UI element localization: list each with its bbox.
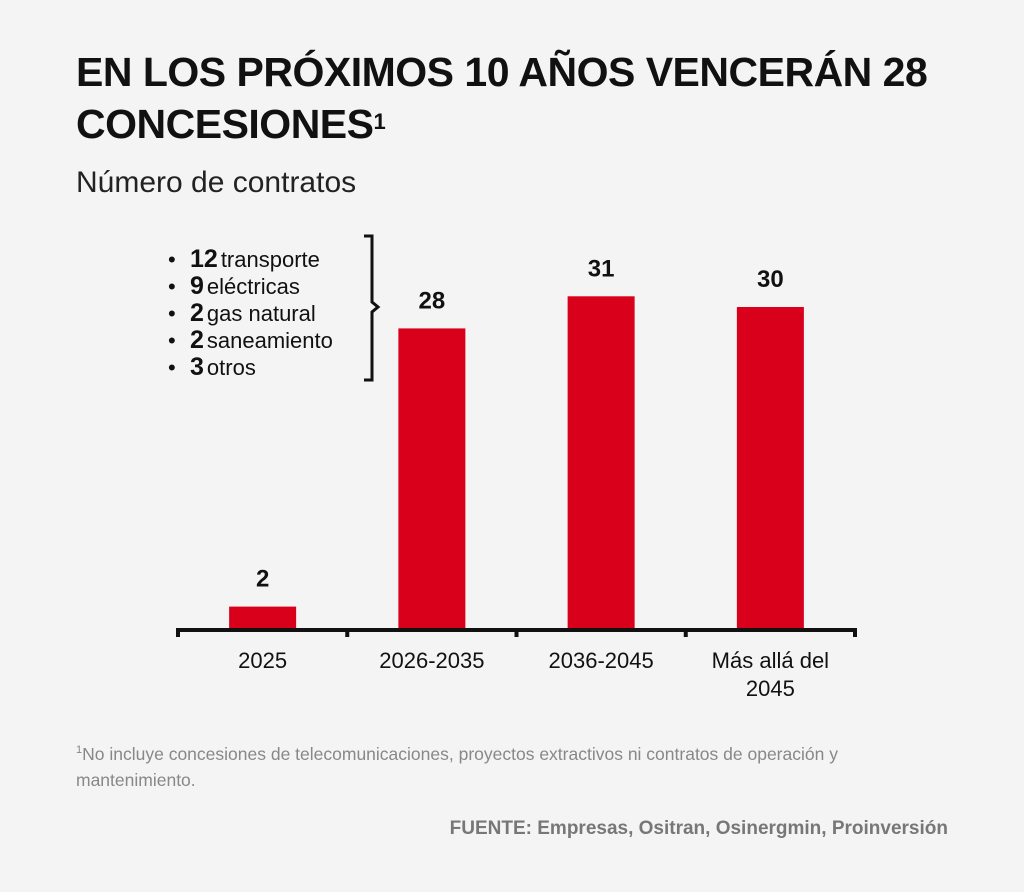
breakdown-label: saneamiento: [206, 328, 333, 353]
bar: [736, 307, 804, 628]
breakdown-count: 3: [190, 353, 204, 381]
breakdown-item: • 2 saneamiento: [168, 327, 333, 354]
breakdown-list: • 12 transporte • 9 eléctricas • 2 gas natural…: [168, 246, 333, 381]
breakdown-item: • 12 transporte: [168, 246, 333, 273]
chart-subtitle: Número de contratos: [76, 166, 357, 199]
bar: [567, 296, 635, 628]
x-tick-label: 2036-2045: [549, 648, 654, 673]
footnote: 1No incluye concesiones de telecomunicac…: [76, 737, 956, 793]
footnote-marker: 1: [76, 744, 83, 756]
bar: [229, 606, 297, 628]
chart-title-text: EN LOS PRÓXIMOS 10 AÑOS VENCERÁN 28 CONC…: [76, 49, 928, 147]
x-tick-label: 2045: [746, 676, 795, 701]
bracket-icon: [364, 234, 381, 382]
breakdown-label: otros: [206, 355, 256, 380]
x-tick-label: 2025: [238, 648, 287, 673]
breakdown-label: gas natural: [206, 301, 316, 326]
data-label: 31: [588, 255, 615, 282]
bar: [398, 328, 466, 628]
bullet-icon: •: [168, 247, 176, 272]
bullet-icon: •: [168, 328, 176, 353]
breakdown-count: 12: [190, 245, 218, 273]
breakdown-count: 9: [190, 272, 204, 300]
breakdown-item: • 2 gas natural: [168, 300, 333, 327]
breakdown-count: 2: [190, 299, 204, 327]
data-label: 30: [757, 266, 784, 293]
bullet-icon: •: [168, 301, 176, 326]
breakdown-item: • 9 eléctricas: [168, 273, 333, 300]
breakdown-label: transporte: [220, 247, 320, 272]
title-footnote-marker: 1: [373, 109, 386, 134]
x-tick-label: Más allá del: [712, 648, 829, 673]
data-label: 28: [419, 287, 446, 314]
x-tick-label: 2026-2035: [379, 648, 484, 673]
chart-title: EN LOS PRÓXIMOS 10 AÑOS VENCERÁN 28 CONC…: [76, 46, 1024, 150]
breakdown-item: • 3 otros: [168, 354, 333, 381]
data-label: 2: [256, 566, 269, 593]
breakdown-count: 2: [190, 326, 204, 354]
source: FUENTE: Empresas, Ositran, Osinergmin, P…: [449, 818, 948, 839]
breakdown-label: eléctricas: [206, 274, 300, 299]
footnote-text: No incluye concesiones de telecomunicaci…: [76, 743, 838, 790]
bullet-icon: •: [168, 355, 176, 380]
bullet-icon: •: [168, 274, 176, 299]
